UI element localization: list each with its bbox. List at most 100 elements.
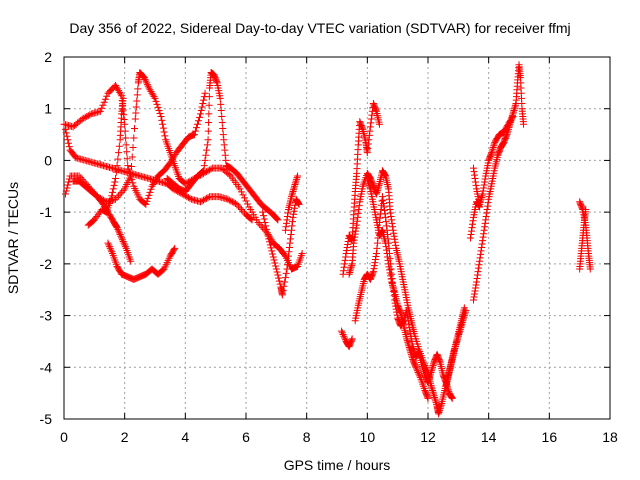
data-point bbox=[197, 110, 204, 118]
data-point bbox=[268, 247, 276, 255]
data-point bbox=[171, 244, 179, 252]
data-point bbox=[385, 263, 393, 271]
data-point bbox=[262, 222, 270, 230]
data-point bbox=[484, 202, 492, 210]
data-point bbox=[119, 94, 127, 102]
data-point bbox=[198, 197, 206, 205]
data-point bbox=[372, 253, 380, 261]
data-point bbox=[338, 327, 346, 335]
data-point bbox=[474, 268, 482, 276]
data-point bbox=[415, 370, 423, 378]
data-point bbox=[520, 120, 528, 128]
data-point bbox=[242, 197, 250, 205]
series-track-p bbox=[470, 61, 528, 304]
data-points bbox=[60, 61, 594, 418]
data-point bbox=[113, 224, 121, 232]
data-point bbox=[403, 337, 411, 345]
data-point bbox=[343, 246, 351, 254]
data-point bbox=[65, 143, 73, 151]
data-point bbox=[467, 227, 475, 235]
data-point bbox=[83, 112, 91, 120]
data-point bbox=[374, 183, 382, 191]
data-point bbox=[236, 185, 244, 193]
data-point bbox=[444, 386, 452, 394]
data-point bbox=[428, 365, 436, 373]
data-point bbox=[429, 362, 437, 370]
data-point bbox=[364, 178, 372, 186]
data-point bbox=[290, 186, 298, 194]
data-point bbox=[365, 180, 373, 188]
data-point bbox=[204, 136, 212, 144]
data-point bbox=[341, 260, 349, 268]
data-point bbox=[127, 162, 135, 170]
data-point bbox=[153, 100, 161, 108]
data-point bbox=[381, 210, 389, 218]
data-point bbox=[218, 119, 226, 127]
data-point bbox=[477, 250, 485, 258]
data-point bbox=[160, 128, 168, 136]
data-point bbox=[117, 90, 125, 98]
data-point bbox=[205, 119, 213, 127]
data-point bbox=[578, 204, 586, 212]
data-point bbox=[347, 263, 355, 271]
data-point bbox=[282, 223, 290, 231]
data-point bbox=[181, 180, 189, 188]
data-point bbox=[404, 340, 412, 348]
data-point bbox=[392, 241, 400, 249]
data-point bbox=[470, 293, 478, 301]
data-point bbox=[386, 266, 394, 274]
data-point bbox=[200, 196, 208, 204]
data-point bbox=[510, 106, 518, 114]
data-point bbox=[142, 200, 150, 208]
data-point bbox=[272, 214, 280, 222]
data-point bbox=[372, 250, 380, 258]
data-point bbox=[293, 174, 301, 182]
data-point bbox=[404, 317, 412, 325]
data-point bbox=[476, 203, 484, 211]
data-point bbox=[511, 103, 519, 111]
data-point bbox=[347, 265, 355, 273]
data-point bbox=[65, 178, 73, 186]
data-point bbox=[65, 139, 73, 147]
data-point bbox=[472, 178, 480, 186]
data-point bbox=[340, 332, 348, 340]
data-point bbox=[221, 151, 229, 159]
data-point bbox=[448, 393, 456, 401]
data-point bbox=[295, 200, 303, 208]
data-point bbox=[114, 225, 122, 233]
data-point bbox=[284, 209, 292, 217]
data-point bbox=[389, 283, 397, 291]
data-point bbox=[487, 150, 495, 158]
series-track-j bbox=[338, 327, 356, 351]
data-point bbox=[291, 182, 299, 190]
data-point bbox=[480, 230, 488, 238]
data-point bbox=[479, 190, 487, 198]
y-tick-label: 0 bbox=[44, 152, 52, 168]
data-point bbox=[423, 393, 431, 401]
data-point bbox=[390, 229, 398, 237]
data-point bbox=[420, 368, 428, 376]
y-tick-label: -4 bbox=[40, 359, 53, 375]
data-point bbox=[123, 155, 131, 163]
data-point bbox=[475, 201, 483, 209]
data-point bbox=[428, 383, 436, 391]
data-point bbox=[482, 212, 490, 220]
data-point bbox=[490, 140, 498, 148]
data-point bbox=[244, 200, 252, 208]
data-point bbox=[118, 234, 126, 242]
data-point bbox=[222, 156, 230, 164]
data-point bbox=[364, 140, 372, 148]
data-point bbox=[140, 74, 148, 82]
data-point bbox=[480, 226, 488, 234]
data-point bbox=[81, 113, 89, 121]
data-point bbox=[488, 149, 496, 157]
data-point bbox=[288, 226, 295, 234]
data-point bbox=[478, 240, 486, 248]
data-point bbox=[475, 261, 483, 269]
series-track-g bbox=[163, 69, 282, 224]
data-point bbox=[372, 106, 380, 114]
data-point bbox=[478, 243, 486, 251]
data-point bbox=[432, 397, 440, 405]
data-point bbox=[291, 181, 299, 189]
data-point bbox=[388, 280, 396, 288]
